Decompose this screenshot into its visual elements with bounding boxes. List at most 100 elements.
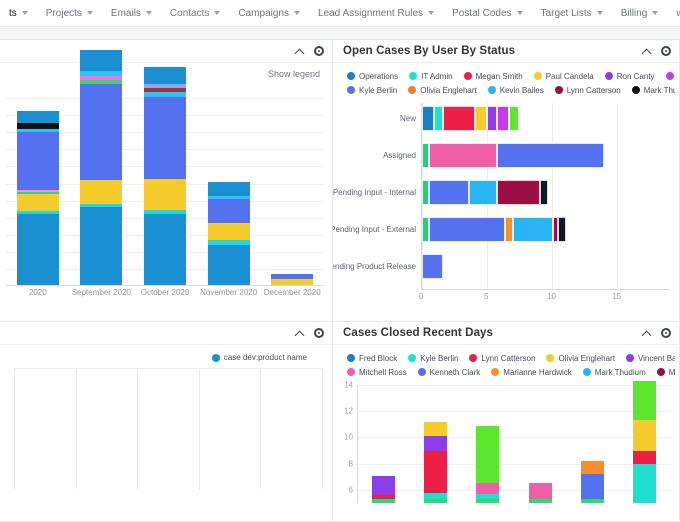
bar-segment[interactable] xyxy=(553,216,559,242)
legend-item[interactable]: Kyle Berlin xyxy=(347,86,397,95)
bar-segment[interactable] xyxy=(80,84,123,181)
bar-segment[interactable] xyxy=(423,492,447,500)
bar-segment[interactable] xyxy=(144,66,186,84)
bar-segment[interactable] xyxy=(509,105,520,131)
bar-segment[interactable] xyxy=(80,76,123,81)
bar-segment[interactable] xyxy=(476,493,500,500)
bar-segment[interactable] xyxy=(144,210,186,215)
bar-segment[interactable] xyxy=(207,181,250,196)
bar-segment[interactable] xyxy=(423,421,447,437)
legend-item[interactable]: Lynn Catterson xyxy=(469,354,535,363)
legend-item[interactable]: IT Admin xyxy=(409,72,453,81)
legend-item[interactable]: Lynn Catterson xyxy=(554,86,621,95)
nav-item-0[interactable]: ts xyxy=(0,0,37,26)
bar-segment[interactable] xyxy=(16,210,59,215)
bar-segment[interactable] xyxy=(271,274,314,280)
gear-icon[interactable] xyxy=(314,328,324,338)
bar-segment[interactable] xyxy=(486,105,498,131)
bar-segment[interactable] xyxy=(80,80,123,85)
bar-segment[interactable] xyxy=(207,245,250,286)
bar-segment[interactable] xyxy=(16,191,59,194)
bar-segment[interactable] xyxy=(422,142,429,168)
bar-segment[interactable] xyxy=(633,381,657,421)
bar-segment[interactable] xyxy=(558,216,567,242)
bar-segment[interactable] xyxy=(144,97,186,180)
legend-item[interactable]: Kevin Bailes xyxy=(487,86,544,95)
bar-segment[interactable] xyxy=(497,179,541,205)
bar-segment[interactable] xyxy=(428,179,469,205)
bar-segment[interactable] xyxy=(16,193,59,211)
bar-segment[interactable] xyxy=(271,279,314,286)
bar-column[interactable] xyxy=(633,381,657,503)
bar-segment[interactable] xyxy=(528,483,552,500)
legend-item[interactable]: case dev:product name xyxy=(211,353,307,362)
legend-item[interactable]: Kyle Berlin xyxy=(408,354,458,363)
chevron-up-icon[interactable] xyxy=(643,329,652,338)
legend-item[interactable]: Sugar Develo xyxy=(665,72,675,81)
nav-item-postal-codes[interactable]: Postal Codes xyxy=(443,0,531,26)
bar-segment[interactable] xyxy=(497,142,604,168)
bar-segment[interactable] xyxy=(528,499,552,503)
legend-item[interactable]: Megan Smith xyxy=(656,368,675,377)
nav-item-emails[interactable]: Emails xyxy=(102,0,161,26)
chevron-up-icon[interactable] xyxy=(296,329,305,338)
legend-item[interactable]: Kenneth Clark xyxy=(417,368,480,377)
legend-item[interactable]: Paul Candela xyxy=(533,72,594,81)
bar-segment[interactable] xyxy=(422,216,429,242)
bar-segment[interactable] xyxy=(371,475,395,496)
legend-item[interactable]: Vincent Barnett xyxy=(625,354,675,363)
bar-segment[interactable] xyxy=(633,450,657,464)
bar-column[interactable] xyxy=(528,483,552,503)
bar-segment[interactable] xyxy=(505,216,513,242)
bar-segment[interactable] xyxy=(428,142,498,168)
bar-segment[interactable] xyxy=(423,499,447,503)
bar-column[interactable] xyxy=(16,111,59,286)
bar-segment[interactable] xyxy=(580,461,604,475)
bar-column[interactable] xyxy=(207,181,250,286)
bar-segment[interactable] xyxy=(16,111,59,124)
bar-segment[interactable] xyxy=(16,123,59,129)
bar-segment[interactable] xyxy=(371,495,395,500)
bar-segment[interactable] xyxy=(580,499,604,503)
bar-segment[interactable] xyxy=(540,179,549,205)
bar-segment[interactable] xyxy=(422,105,434,131)
bar-segment[interactable] xyxy=(476,483,500,494)
legend-item[interactable]: Mitchell Ross xyxy=(347,368,407,377)
bar-segment[interactable] xyxy=(423,450,447,493)
bar-column[interactable] xyxy=(271,274,314,286)
nav-item-wassets[interactable]: wAssets xyxy=(667,0,680,26)
nav-item-billing[interactable]: Billing xyxy=(612,0,668,26)
bar-segment[interactable] xyxy=(423,436,447,451)
bar-column[interactable] xyxy=(80,50,123,286)
bar-column[interactable] xyxy=(423,421,447,503)
nav-item-target-lists[interactable]: Target Lists xyxy=(532,0,612,26)
bar-segment[interactable] xyxy=(16,131,59,191)
bar-segment[interactable] xyxy=(475,105,487,131)
gear-icon[interactable] xyxy=(661,46,671,56)
gear-icon[interactable] xyxy=(314,46,324,56)
nav-item-lead-assignment-rules[interactable]: Lead Assignment Rules xyxy=(309,0,443,26)
bar-segment[interactable] xyxy=(371,499,395,503)
legend-item[interactable]: Marianne Hardwick xyxy=(491,368,572,377)
nav-item-campaigns[interactable]: Campaigns xyxy=(229,0,309,26)
bar-segment[interactable] xyxy=(512,216,554,242)
bar-segment[interactable] xyxy=(433,105,443,131)
nav-item-contacts[interactable]: Contacts xyxy=(161,0,229,26)
chevron-up-icon[interactable] xyxy=(643,47,652,56)
legend-item[interactable]: Olivia Englehart xyxy=(546,354,615,363)
bar-segment[interactable] xyxy=(80,204,123,208)
bar-segment[interactable] xyxy=(422,179,429,205)
legend-item[interactable]: Olivia Englehart xyxy=(408,86,477,95)
bar-segment[interactable] xyxy=(207,195,250,199)
bar-segment[interactable] xyxy=(80,50,123,71)
nav-item-projects[interactable]: Projects xyxy=(37,0,102,26)
bar-segment[interactable] xyxy=(16,214,59,286)
bar-segment[interactable] xyxy=(16,128,59,132)
bar-segment[interactable] xyxy=(428,216,506,242)
bar-segment[interactable] xyxy=(80,207,123,286)
bar-segment[interactable] xyxy=(476,425,500,484)
bar-segment[interactable] xyxy=(633,463,657,503)
gear-icon[interactable] xyxy=(661,328,671,338)
bar-segment[interactable] xyxy=(144,214,186,286)
bar-segment[interactable] xyxy=(144,92,186,98)
